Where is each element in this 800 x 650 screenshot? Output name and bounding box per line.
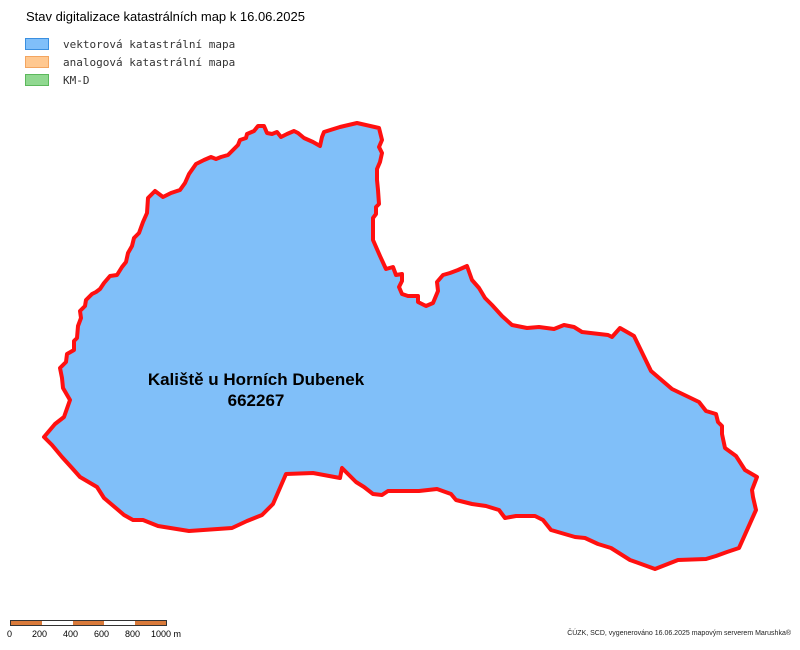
legend-label-vector: vektorová katastrální mapa: [63, 37, 236, 51]
scale-bar: 0 200 400 600 800 1000 m: [7, 620, 210, 643]
scale-segment: [104, 621, 135, 625]
scale-tick-200: 200: [32, 629, 48, 639]
legend: vektorová katastrální mapa analogová kat…: [25, 35, 235, 89]
parcel-code-label: 662267: [228, 391, 285, 410]
legend-swatch-analog: [25, 56, 49, 68]
legend-item-kmd: KM-D: [25, 71, 235, 89]
legend-item-analog: analogová katastrální mapa: [25, 53, 235, 71]
scale-tick-800: 800: [125, 629, 141, 639]
scale-tick-0: 0: [7, 629, 13, 639]
parcel-name-label: Kaliště u Horních Dubenek: [148, 370, 365, 389]
scale-tick-1000: 1000 m: [151, 629, 182, 639]
scale-segment: [11, 621, 42, 625]
legend-swatch-kmd: [25, 74, 49, 86]
legend-label-analog: analogová katastrální mapa: [63, 55, 236, 69]
cadastral-area-polygon[interactable]: [42, 121, 759, 571]
map-title: Stav digitalizace katastrálních map k 16…: [26, 9, 305, 24]
scale-segment: [42, 621, 73, 625]
scale-tick-400: 400: [63, 629, 79, 639]
scale-segment: [135, 621, 166, 625]
scale-segment: [73, 621, 104, 625]
map-attribution: ČÚZK, SCD, vygenerováno 16.06.2025 mapov…: [567, 630, 791, 637]
scale-tick-600: 600: [94, 629, 110, 639]
legend-item-vector: vektorová katastrální mapa: [25, 35, 235, 53]
legend-label-kmd: KM-D: [63, 73, 90, 87]
scale-bar-segments: [10, 620, 167, 626]
legend-swatch-vector: [25, 38, 49, 50]
scale-tick-labels: 0 200 400 600 800 1000 m: [7, 629, 210, 643]
